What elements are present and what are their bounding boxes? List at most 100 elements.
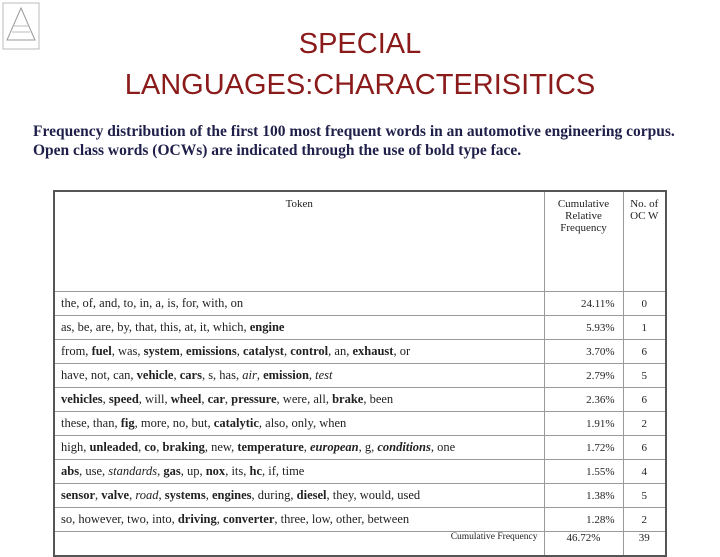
title-line: LANGUAGES:CHARACTERISITICS — [124, 69, 596, 101]
token-text: , if, time — [262, 464, 305, 478]
token-text: fuel — [91, 344, 112, 358]
token-text: hc — [249, 464, 263, 478]
token-text: conditions — [377, 440, 431, 454]
token-cell: vehicles, speed, will, wheel, car, press… — [53, 387, 545, 412]
subtitle: Frequency distribution of the first 100 … — [33, 123, 675, 159]
token-text: driving — [177, 512, 217, 526]
token-text: , — [224, 392, 232, 406]
table-row: these, than, fig, more, no, but, catalyt… — [53, 411, 667, 436]
token-cell: have, not, can, vehicle, cars, s, has, a… — [53, 363, 545, 388]
frequency-cell: 1.72% — [543, 435, 624, 460]
token-text: converter — [223, 512, 275, 526]
token-text: , been — [363, 392, 394, 406]
token-text: , — [157, 464, 164, 478]
header-row: Token Cumulative Relative Frequency No. … — [53, 190, 667, 292]
token-text: , s, has, — [201, 368, 243, 382]
frequency-cell: 1.91% — [543, 411, 624, 436]
token-text: , — [256, 368, 264, 382]
token-text: , — [179, 344, 187, 358]
ocw-cell: 5 — [622, 363, 667, 388]
token-text: braking — [162, 440, 205, 454]
token-text: , an, — [328, 344, 353, 358]
token-text: , — [236, 344, 243, 358]
frequency-cell: 5.93% — [543, 315, 624, 340]
token-text: , during, — [251, 488, 297, 502]
frequency-cell: 1.28% — [543, 507, 624, 532]
token-text: , — [158, 488, 165, 502]
footer-row: Cumulative Frequency 46.72% 39 — [53, 531, 667, 557]
footer-label: Cumulative Frequency — [53, 531, 545, 557]
token-text: valve — [101, 488, 130, 502]
ocw-cell: 2 — [622, 411, 667, 436]
slide-title: SPECIAL LANGUAGES:CHARACTERISITICS — [60, 24, 660, 106]
ocw-cell: 2 — [622, 507, 667, 532]
token-text: , up, — [180, 464, 206, 478]
footer-ocw: 39 — [622, 531, 667, 557]
token-text: , — [129, 488, 136, 502]
ocw-cell: 4 — [622, 459, 667, 484]
token-text: sensor — [61, 488, 96, 502]
token-text: co — [144, 440, 157, 454]
token-text: standards — [108, 464, 158, 478]
token-text: emission — [263, 368, 309, 382]
token-text: , — [205, 488, 212, 502]
token-text: , also, only, when — [258, 416, 347, 430]
token-text: , were, all, — [276, 392, 333, 406]
token-text: have, not, can, — [61, 368, 137, 382]
token-text: , its, — [225, 464, 250, 478]
token-text: engine — [249, 320, 285, 334]
ocw-cell: 5 — [622, 483, 667, 508]
token-cell: so, however, two, into, driving, convert… — [53, 507, 545, 532]
table-row: as, be, are, by, that, this, at, it, whi… — [53, 315, 667, 340]
frequency-table: Token Cumulative Relative Frequency No. … — [53, 190, 667, 557]
ocw-cell: 0 — [622, 291, 667, 316]
token-text: , — [173, 368, 180, 382]
table-row: high, unleaded, co, braking, new, temper… — [53, 435, 667, 460]
token-text: exhaust — [352, 344, 394, 358]
ocw-cell: 6 — [622, 435, 667, 460]
logo — [2, 2, 40, 50]
token-text: abs — [61, 464, 80, 478]
slide: {"title": ["SPECIAL", "LANGUAGES:CHARACT… — [2, 2, 675, 557]
token-text: , more, no, but, — [134, 416, 214, 430]
table-row: the, of, and, to, in, a, is, for, with, … — [53, 291, 667, 316]
token-text: , — [303, 440, 310, 454]
token-text: so, however, two, into, — [61, 512, 178, 526]
token-text: catalyst — [242, 344, 284, 358]
token-cell: high, unleaded, co, braking, new, temper… — [53, 435, 545, 460]
table-row: from, fuel, was, system, emissions, cata… — [53, 339, 667, 364]
token-text: , one — [430, 440, 456, 454]
token-cell: the, of, and, to, in, a, is, for, with, … — [53, 291, 545, 316]
token-text: , — [102, 392, 109, 406]
token-text: road — [135, 488, 159, 502]
token-text: , will, — [138, 392, 171, 406]
token-cell: these, than, fig, more, no, but, catalyt… — [53, 411, 545, 436]
token-text: diesel — [296, 488, 327, 502]
token-cell: as, be, are, by, that, this, at, it, whi… — [53, 315, 545, 340]
table-row: have, not, can, vehicle, cars, s, has, a… — [53, 363, 667, 388]
token-text: brake — [332, 392, 364, 406]
token-text: unleaded — [89, 440, 139, 454]
token-text: car — [207, 392, 225, 406]
header-cell: No. of OC W — [622, 190, 667, 292]
token-text: , or — [393, 344, 411, 358]
token-text: test — [315, 368, 333, 382]
frequency-cell: 1.38% — [543, 483, 624, 508]
frequency-cell: 2.36% — [543, 387, 624, 412]
token-text: from, — [61, 344, 92, 358]
frequency-cell: 3.70% — [543, 339, 624, 364]
token-text: these, than, — [61, 416, 121, 430]
token-text: , was, — [111, 344, 144, 358]
table-body: Token Cumulative Relative Frequency No. … — [53, 190, 667, 557]
token-text: , — [216, 512, 224, 526]
token-text: wheel — [170, 392, 202, 406]
footer-frequency: 46.72% — [543, 531, 624, 557]
token-cell: abs, use, standards, gas, up, nox, its, … — [53, 459, 545, 484]
token-text: control — [290, 344, 329, 358]
token-text: pressure — [231, 392, 277, 406]
frequency-cell: 1.55% — [543, 459, 624, 484]
table-row: sensor, valve, road, systems, engines, d… — [53, 483, 667, 508]
token-text: , — [283, 344, 291, 358]
token-text: , — [138, 440, 145, 454]
token-text: catalytic — [213, 416, 259, 430]
